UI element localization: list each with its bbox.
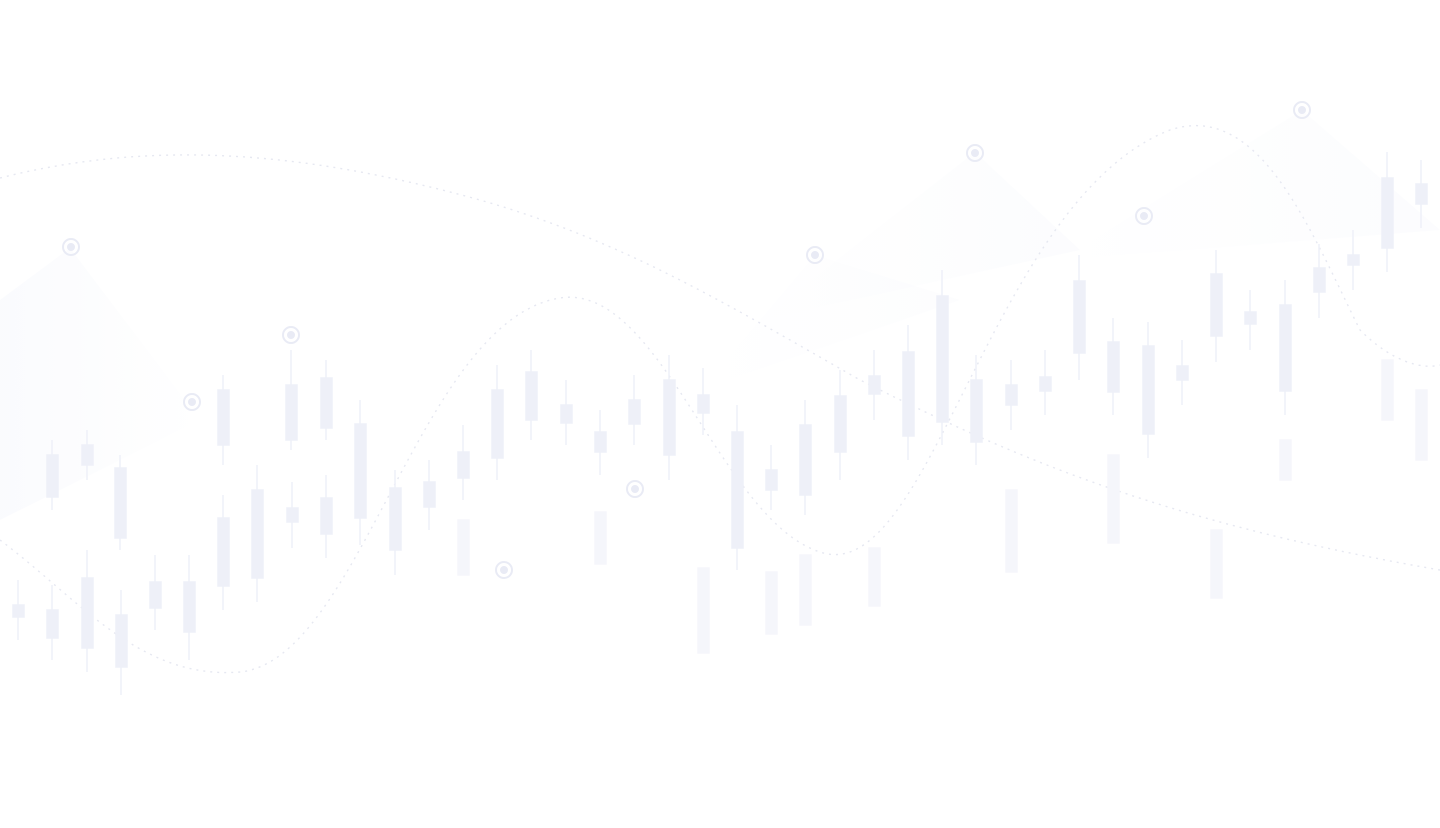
ring-marker-8 (1135, 207, 1153, 225)
ring-marker-2 (282, 326, 300, 344)
ring-marker-5 (626, 480, 644, 498)
ring-marker-7 (966, 144, 984, 162)
ring-marker-6 (806, 246, 824, 264)
light-beams (0, 110, 1440, 520)
ring-marker-4 (495, 561, 513, 579)
ring-markers (62, 101, 1311, 579)
ring-marker-3 (183, 393, 201, 411)
ring-marker-1 (62, 238, 80, 256)
candles-lower (12, 465, 333, 695)
ring-marker-9 (1293, 101, 1311, 119)
candles-upper (46, 152, 1428, 575)
candles-ghost (457, 359, 1428, 654)
